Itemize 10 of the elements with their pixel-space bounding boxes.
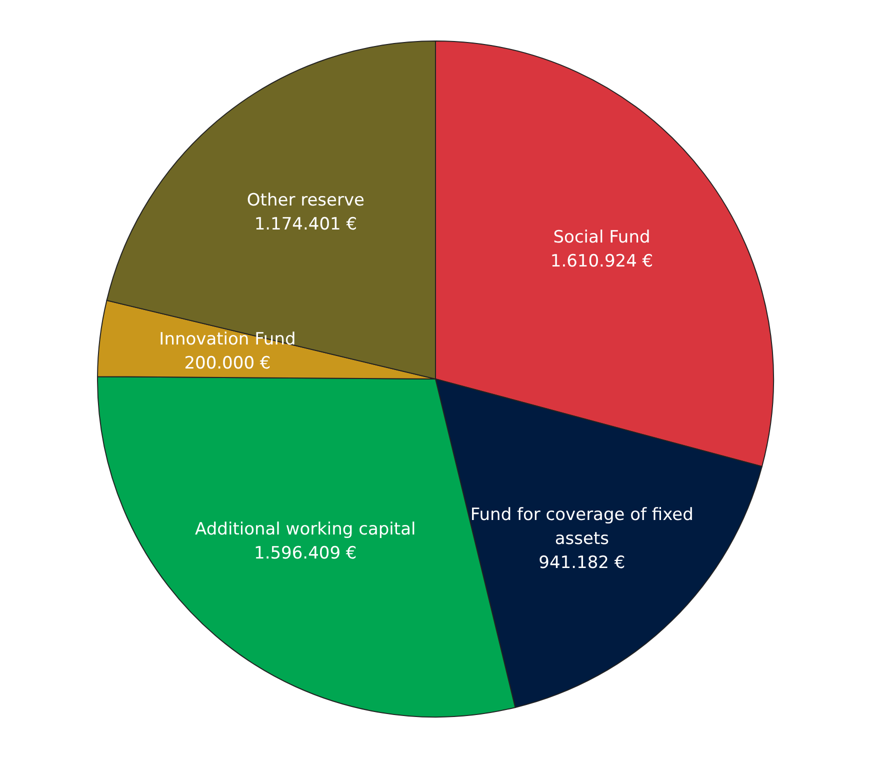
- slice-label: Innovation Fund: [159, 330, 296, 350]
- slice-label: Other reserve: [246, 190, 364, 210]
- slice-label: Fund for coverage of fixed assets: [470, 504, 694, 549]
- slice-label: Additional working capital: [195, 519, 416, 540]
- data-label: 941.182 €: [538, 552, 626, 573]
- slice-label: Social Fund: [553, 227, 650, 248]
- data-label: 1.610.924 €: [550, 251, 654, 272]
- data-label: 1.174.401 €: [254, 214, 358, 234]
- data-label: 200.000 €: [184, 354, 271, 374]
- data-label: 1.596.409 €: [254, 543, 357, 564]
